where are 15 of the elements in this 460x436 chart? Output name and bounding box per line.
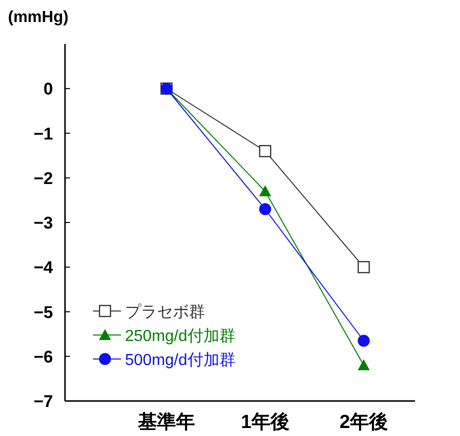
y-axis-title: (mmHg) xyxy=(8,9,68,26)
legend-label: 250mg/d付加群 xyxy=(125,327,236,345)
x-tick-label: 2年後 xyxy=(339,411,388,433)
legend-label: 500mg/d付加群 xyxy=(125,351,236,369)
y-tick-label: −7 xyxy=(34,392,53,411)
y-tick-label: −1 xyxy=(34,124,53,144)
x-tick-label: 1年後 xyxy=(240,411,290,433)
y-tick-label: −4 xyxy=(34,258,54,278)
legend-label: プラセボ群 xyxy=(125,303,205,321)
y-tick-label: 0 xyxy=(44,80,53,99)
y-tick-label: −3 xyxy=(34,214,53,232)
y-tick-label: −6 xyxy=(34,347,53,366)
y-tick-label: −2 xyxy=(34,168,53,188)
x-tick-label: 基準年 xyxy=(137,411,196,433)
y-tick-label: −5 xyxy=(34,302,53,322)
